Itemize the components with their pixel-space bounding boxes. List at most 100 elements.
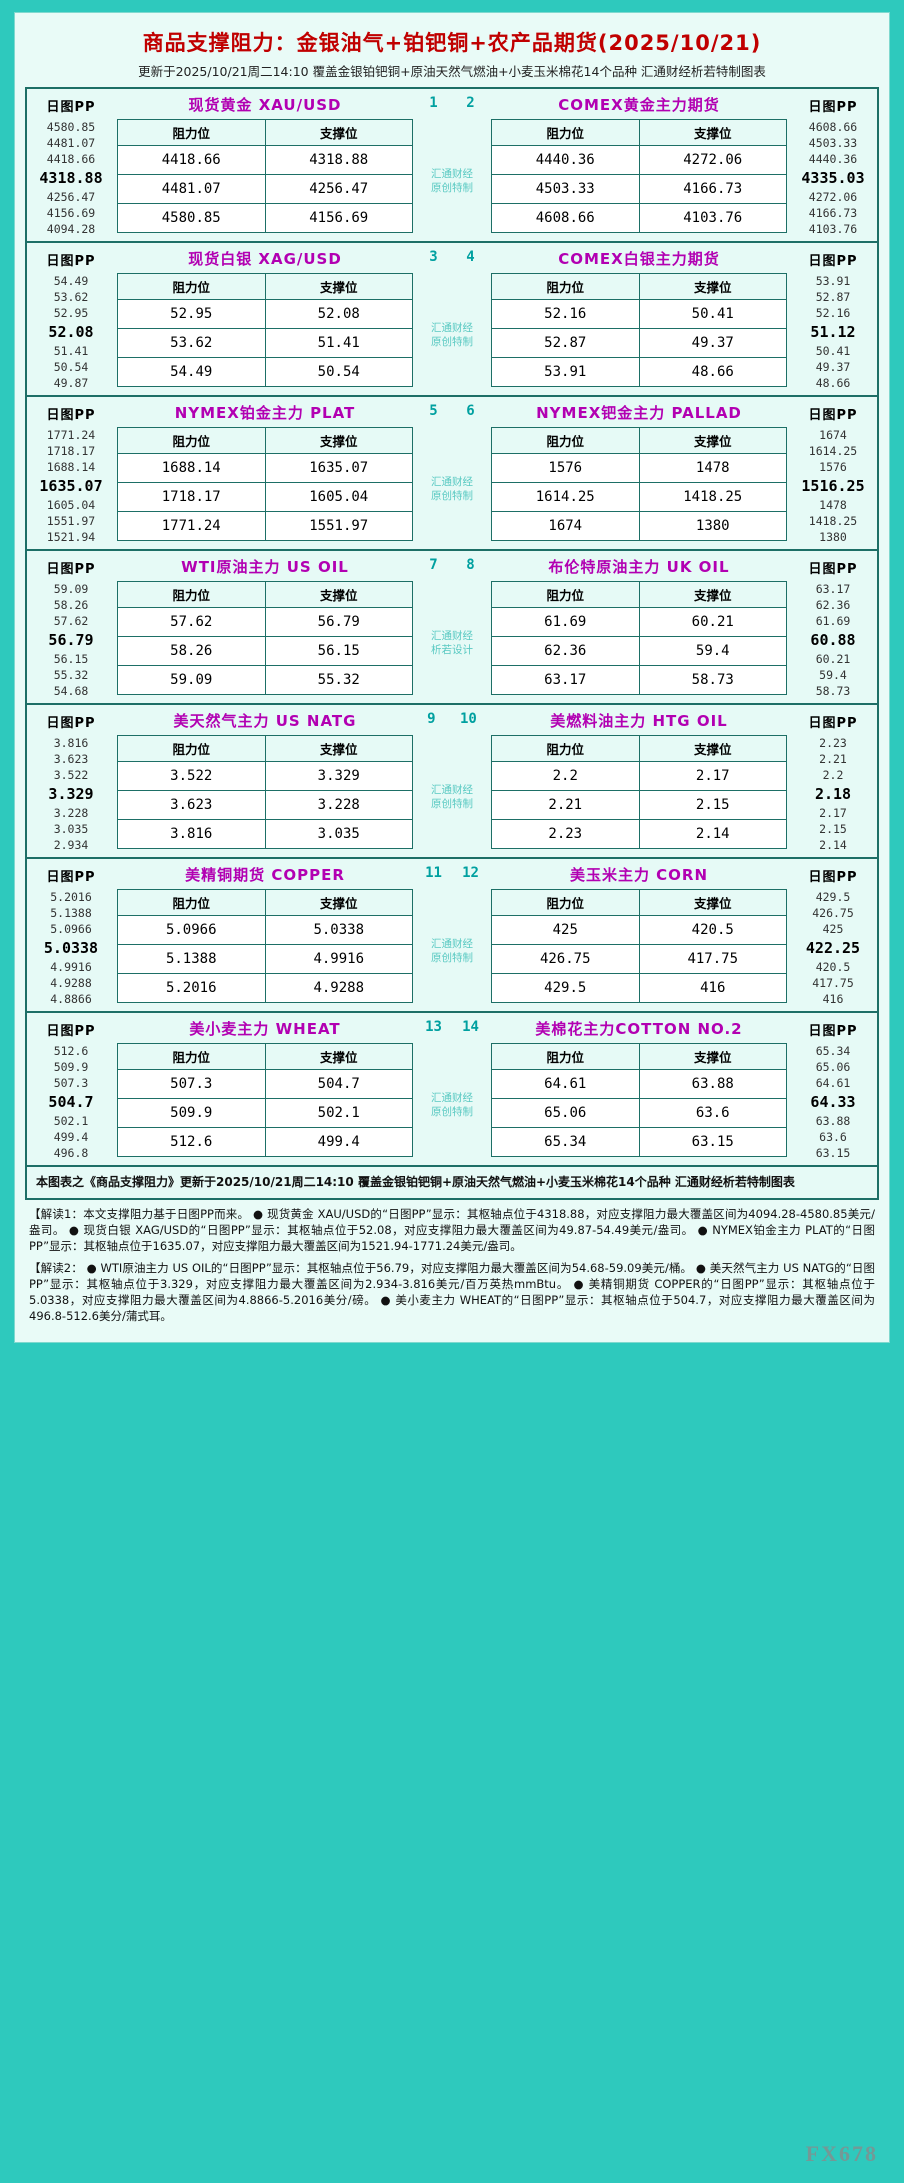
center-column: 9 10 汇通财经 原创特制 bbox=[415, 705, 489, 857]
center-column: 7 8 汇通财经 析若设计 bbox=[415, 551, 489, 703]
right-pivot-column: 日图PP 53.91 52.87 52.16 51.12 50.41 49.37 48.66 bbox=[789, 243, 877, 395]
pivot-value: 53.62 bbox=[53, 290, 89, 304]
support-cell: 59.4 bbox=[638, 636, 787, 666]
support-cell: 1380 bbox=[638, 511, 787, 541]
product-block: 日图PP 5.2016 5.1388 5.0966 5.0338 4.9916 4.9288… bbox=[25, 859, 879, 1013]
pivot-value: 52.08 bbox=[48, 323, 94, 341]
col-support: 支撑位 bbox=[638, 427, 787, 454]
pivot-value: 54.68 bbox=[53, 684, 89, 698]
left-product: WTI原油主力 US OIL 阻力位 支撑位 57.62 56.79 58.26 56.15… bbox=[115, 551, 415, 703]
pivot-value: 57.62 bbox=[53, 614, 89, 628]
resistance-cell: 1674 bbox=[491, 511, 640, 541]
pivot-value: 4418.66 bbox=[46, 152, 96, 166]
support-cell: 417.75 bbox=[638, 944, 787, 974]
table-row: 3.816 3.035 bbox=[117, 819, 413, 849]
support-cell: 60.21 bbox=[638, 607, 787, 637]
left-pivot-column: 日图PP 59.09 58.26 57.62 56.79 56.15 55.32 54.68 bbox=[27, 551, 115, 703]
pivot-value: 4094.28 bbox=[46, 222, 96, 236]
levels-table: 阻力位 支撑位 507.3 504.7 509.9 502.1 512.6 499.4 bbox=[117, 1043, 413, 1157]
index-right: 6 bbox=[466, 403, 475, 419]
table-row: 4580.85 4156.69 bbox=[117, 203, 413, 233]
watermark-text: 汇通财经 原创特制 bbox=[431, 784, 473, 810]
pivot-value: 2.15 bbox=[819, 822, 847, 836]
support-cell: 4.9916 bbox=[264, 944, 413, 974]
support-cell: 3.228 bbox=[264, 790, 413, 820]
resistance-cell: 4440.36 bbox=[491, 145, 640, 175]
pivot-value: 58.73 bbox=[815, 684, 851, 698]
pivot-value: 53.91 bbox=[815, 274, 851, 288]
resistance-cell: 5.2016 bbox=[117, 973, 266, 1003]
table-row: 65.34 63.15 bbox=[491, 1127, 787, 1157]
pivot-value: 1635.07 bbox=[39, 477, 103, 495]
right-pivot-column: 日图PP 63.17 62.36 61.69 60.88 60.21 59.4 58.73 bbox=[789, 551, 877, 703]
pivot-value: 2.2 bbox=[822, 768, 844, 782]
pivot-value: 60.88 bbox=[810, 631, 856, 649]
support-cell: 56.79 bbox=[264, 607, 413, 637]
pivot-value: 59.4 bbox=[819, 668, 847, 682]
resistance-cell: 52.16 bbox=[491, 299, 640, 329]
levels-table: 阻力位 支撑位 2.2 2.17 2.21 2.15 2.23 2.14 bbox=[491, 735, 787, 849]
support-cell: 63.88 bbox=[638, 1069, 787, 1099]
center-column: 1 2 汇通财经 原创特制 bbox=[415, 89, 489, 241]
table-row: 2.21 2.15 bbox=[491, 790, 787, 820]
support-cell: 4103.76 bbox=[638, 203, 787, 233]
pivot-value: 52.87 bbox=[815, 290, 851, 304]
table-row: 64.61 63.88 bbox=[491, 1069, 787, 1099]
index-left: 3 bbox=[429, 249, 438, 265]
product-name: 美天然气主力 US NATG bbox=[173, 712, 357, 730]
resistance-cell: 512.6 bbox=[117, 1127, 266, 1157]
right-pivot-column: 日图PP 429.5 426.75 425 422.25 420.5 417.75 416 bbox=[789, 859, 877, 1011]
table-row: 58.26 56.15 bbox=[117, 636, 413, 666]
table-row: 59.09 55.32 bbox=[117, 665, 413, 695]
pivot-value: 63.88 bbox=[815, 1114, 851, 1128]
note-2: 【解读2： ● WTI原油主力 US OIL的“日图PP”显示：其枢轴点位于56… bbox=[29, 1261, 875, 1323]
index-left: 1 bbox=[429, 95, 438, 111]
table-row: 63.17 58.73 bbox=[491, 665, 787, 695]
resistance-cell: 65.06 bbox=[491, 1098, 640, 1128]
pivot-value: 54.49 bbox=[53, 274, 89, 288]
pivot-value: 56.79 bbox=[48, 631, 94, 649]
right-pivot-column: 日图PP 1674 1614.25 1576 1516.25 1478 1418.25 138… bbox=[789, 397, 877, 549]
center-column: 3 4 汇通财经 原创特制 bbox=[415, 243, 489, 395]
table-row: 62.36 59.4 bbox=[491, 636, 787, 666]
footer-note: 本图表之《商品支撑阻力》更新于2025/10/21周二14:10 覆盖金银铂钯铜… bbox=[25, 1167, 879, 1200]
col-resistance: 阻力位 bbox=[491, 427, 640, 454]
pivot-value: 416 bbox=[822, 992, 844, 1006]
pivot-value: 48.66 bbox=[815, 376, 851, 390]
support-cell: 51.41 bbox=[264, 328, 413, 358]
col-resistance: 阻力位 bbox=[117, 1043, 266, 1070]
index-left: 7 bbox=[429, 557, 438, 573]
col-support: 支撑位 bbox=[264, 1043, 413, 1070]
center-column: 13 14 汇通财经 原创特制 bbox=[415, 1013, 489, 1165]
product-block: 日图PP 512.6 509.9 507.3 504.7 502.1 499.4 496.8 美… bbox=[25, 1013, 879, 1167]
resistance-cell: 1614.25 bbox=[491, 482, 640, 512]
pivot-value: 5.1388 bbox=[50, 906, 92, 920]
center-column: 11 12 汇通财经 原创特制 bbox=[415, 859, 489, 1011]
pivot-value: 425 bbox=[822, 922, 844, 936]
table-row: 512.6 499.4 bbox=[117, 1127, 413, 1157]
table-row: 61.69 60.21 bbox=[491, 607, 787, 637]
side-header: 日图PP bbox=[808, 1024, 858, 1039]
pivot-value: 512.6 bbox=[53, 1044, 89, 1058]
resistance-cell: 65.34 bbox=[491, 1127, 640, 1157]
resistance-cell: 5.1388 bbox=[117, 944, 266, 974]
right-pivot-column: 日图PP 65.34 65.06 64.61 64.33 63.88 63.6 63.15 bbox=[789, 1013, 877, 1165]
left-pivot-column: 日图PP 54.49 53.62 52.95 52.08 51.41 50.54 49.87 bbox=[27, 243, 115, 395]
col-support: 支撑位 bbox=[264, 273, 413, 300]
pivot-value: 4156.69 bbox=[46, 206, 96, 220]
side-header: 日图PP bbox=[46, 716, 96, 731]
levels-table: 阻力位 支撑位 61.69 60.21 62.36 59.4 63.17 58.73 bbox=[491, 581, 787, 695]
index-right: 12 bbox=[462, 865, 479, 881]
resistance-cell: 52.87 bbox=[491, 328, 640, 358]
table-row: 65.06 63.6 bbox=[491, 1098, 787, 1128]
pivot-value: 2.934 bbox=[53, 838, 89, 852]
pivot-value: 1516.25 bbox=[801, 477, 865, 495]
resistance-cell: 53.62 bbox=[117, 328, 266, 358]
pivot-value: 3.035 bbox=[53, 822, 89, 836]
support-cell: 420.5 bbox=[638, 915, 787, 945]
product-name: 布伦特原油主力 UK OIL bbox=[548, 558, 730, 576]
pivot-value: 59.09 bbox=[53, 582, 89, 596]
pivot-value: 64.61 bbox=[815, 1076, 851, 1090]
pivot-value: 50.41 bbox=[815, 344, 851, 358]
table-row: 1718.17 1605.04 bbox=[117, 482, 413, 512]
